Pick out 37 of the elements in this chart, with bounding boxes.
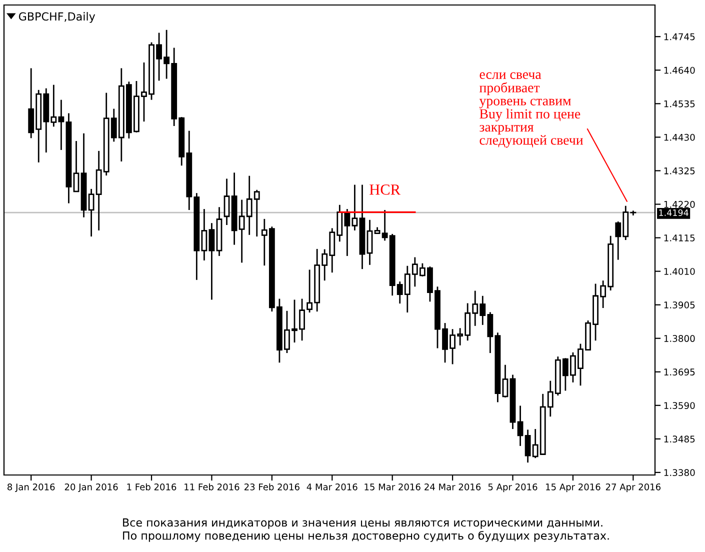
candlestick (224, 178, 230, 226)
x-tick-label: 24 Mar 2016 (424, 483, 481, 490)
candlestick (502, 364, 508, 398)
x-tick-label: 20 Jan 2016 (64, 483, 118, 492)
text: Все показания индикаторов и значения цены являются историческими данными. По прошлому поведению цены нельзя достоверно судить о будущих результатах. (123, 518, 609, 542)
y-tick-label: 1.4220 (664, 200, 695, 208)
candlestick (366, 219, 373, 266)
y-tick-label: 1.3485 (664, 436, 695, 443)
candlestick (517, 405, 524, 447)
ref-line-label: 1.4194 (659, 209, 688, 216)
y-tick-label: 1.3800 (664, 335, 695, 342)
y-tick-label: 1.4010 (664, 268, 695, 275)
y-tick-label: 1.4535 (664, 100, 695, 108)
y-tick-label: 1.4640 (664, 66, 695, 74)
x-tick-label: 1 Feb 2016 (127, 483, 176, 490)
y-tick-label: 1.4430 (664, 134, 695, 141)
series-label: HCR (370, 184, 400, 195)
x-tick-label: 15 Mar 2016 (364, 483, 420, 490)
text: GBPCHF,Daily (18, 12, 96, 23)
y-tick-label: 1.3380 (664, 469, 695, 476)
y-tick-label: 1.3695 (664, 368, 695, 376)
y-tick-label: 1.4745 (664, 33, 695, 40)
x-tick-label: 15 Apr 2016 (546, 483, 600, 492)
candlestick (73, 140, 80, 192)
annotation: если свеча пробивает уровень ставим Buy limit по цене закрытия следующей свечи (479, 72, 583, 148)
y-tick-label: 1.3905 (664, 301, 695, 308)
y-tick-label: 1.3590 (664, 402, 695, 410)
x-tick-label: 23 Feb 2016 (244, 483, 300, 490)
x-tick-label: 27 Apr 2016 (606, 483, 661, 492)
candlestick (208, 222, 215, 300)
x-tick-label: 5 Apr 2016 (488, 483, 538, 492)
x-tick-label: 8 Jan 2016 (8, 483, 55, 492)
x-tick-label: 4 Mar 2016 (306, 483, 358, 490)
x-tick-label: 11 Feb 2016 (184, 483, 240, 490)
y-tick-label: 1.4115 (664, 234, 695, 242)
candlestick (352, 184, 358, 232)
y-tick-label: 1.4325 (664, 167, 695, 174)
